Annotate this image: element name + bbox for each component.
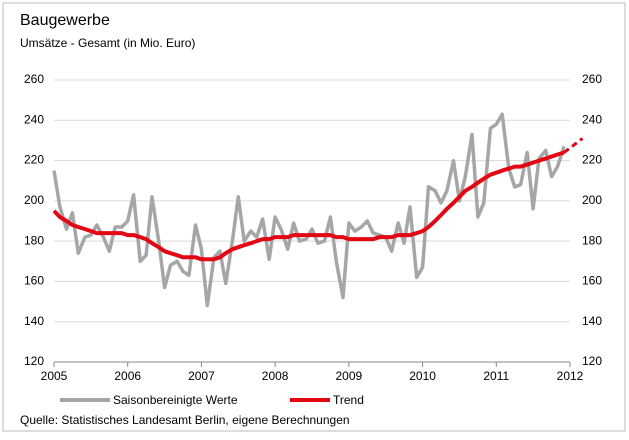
y-tick-label: 180 xyxy=(24,233,44,247)
frame xyxy=(2,2,626,432)
x-tick-label: 2012 xyxy=(557,369,584,383)
y2-tick-label: 160 xyxy=(582,274,602,288)
projection-line xyxy=(563,137,584,154)
x-tick-label: 2010 xyxy=(409,369,436,383)
y2-tick-label: 120 xyxy=(582,354,602,368)
y-tick-label: 120 xyxy=(24,354,44,368)
x-tick-label: 2007 xyxy=(188,369,215,383)
legend-label: Trend xyxy=(333,393,364,407)
y-tick-label: 260 xyxy=(24,72,44,86)
x-tick-label: 2006 xyxy=(114,369,141,383)
x-tick-label: 2008 xyxy=(262,369,289,383)
x-tick-label: 2005 xyxy=(41,369,68,383)
chart-subtitle: Umsätze - Gesamt (in Mio. Euro) xyxy=(20,36,195,50)
chart-title: Baugewerbe xyxy=(20,12,110,29)
line xyxy=(52,150,565,262)
y2-tick-label: 260 xyxy=(582,72,602,86)
y-tick-label: 240 xyxy=(24,112,44,126)
y2-tick-label: 180 xyxy=(582,233,602,247)
y-tick-label: 220 xyxy=(24,153,44,167)
x-tick-label: 2009 xyxy=(336,369,363,383)
y2-tick-label: 240 xyxy=(582,112,602,126)
y2-tick-label: 220 xyxy=(582,153,602,167)
y-tick-label: 200 xyxy=(24,193,44,207)
y-tick-label: 140 xyxy=(24,314,44,328)
source: Quelle: Statistisches Landesamt Berlin, … xyxy=(20,413,350,427)
y2-tick-label: 140 xyxy=(582,314,602,328)
x-tick-label: 2011 xyxy=(483,369,509,383)
legend-label: Saisonbereinigte Werte xyxy=(113,393,238,407)
y2-tick-label: 200 xyxy=(582,193,602,207)
y-tick-label: 160 xyxy=(24,274,44,288)
